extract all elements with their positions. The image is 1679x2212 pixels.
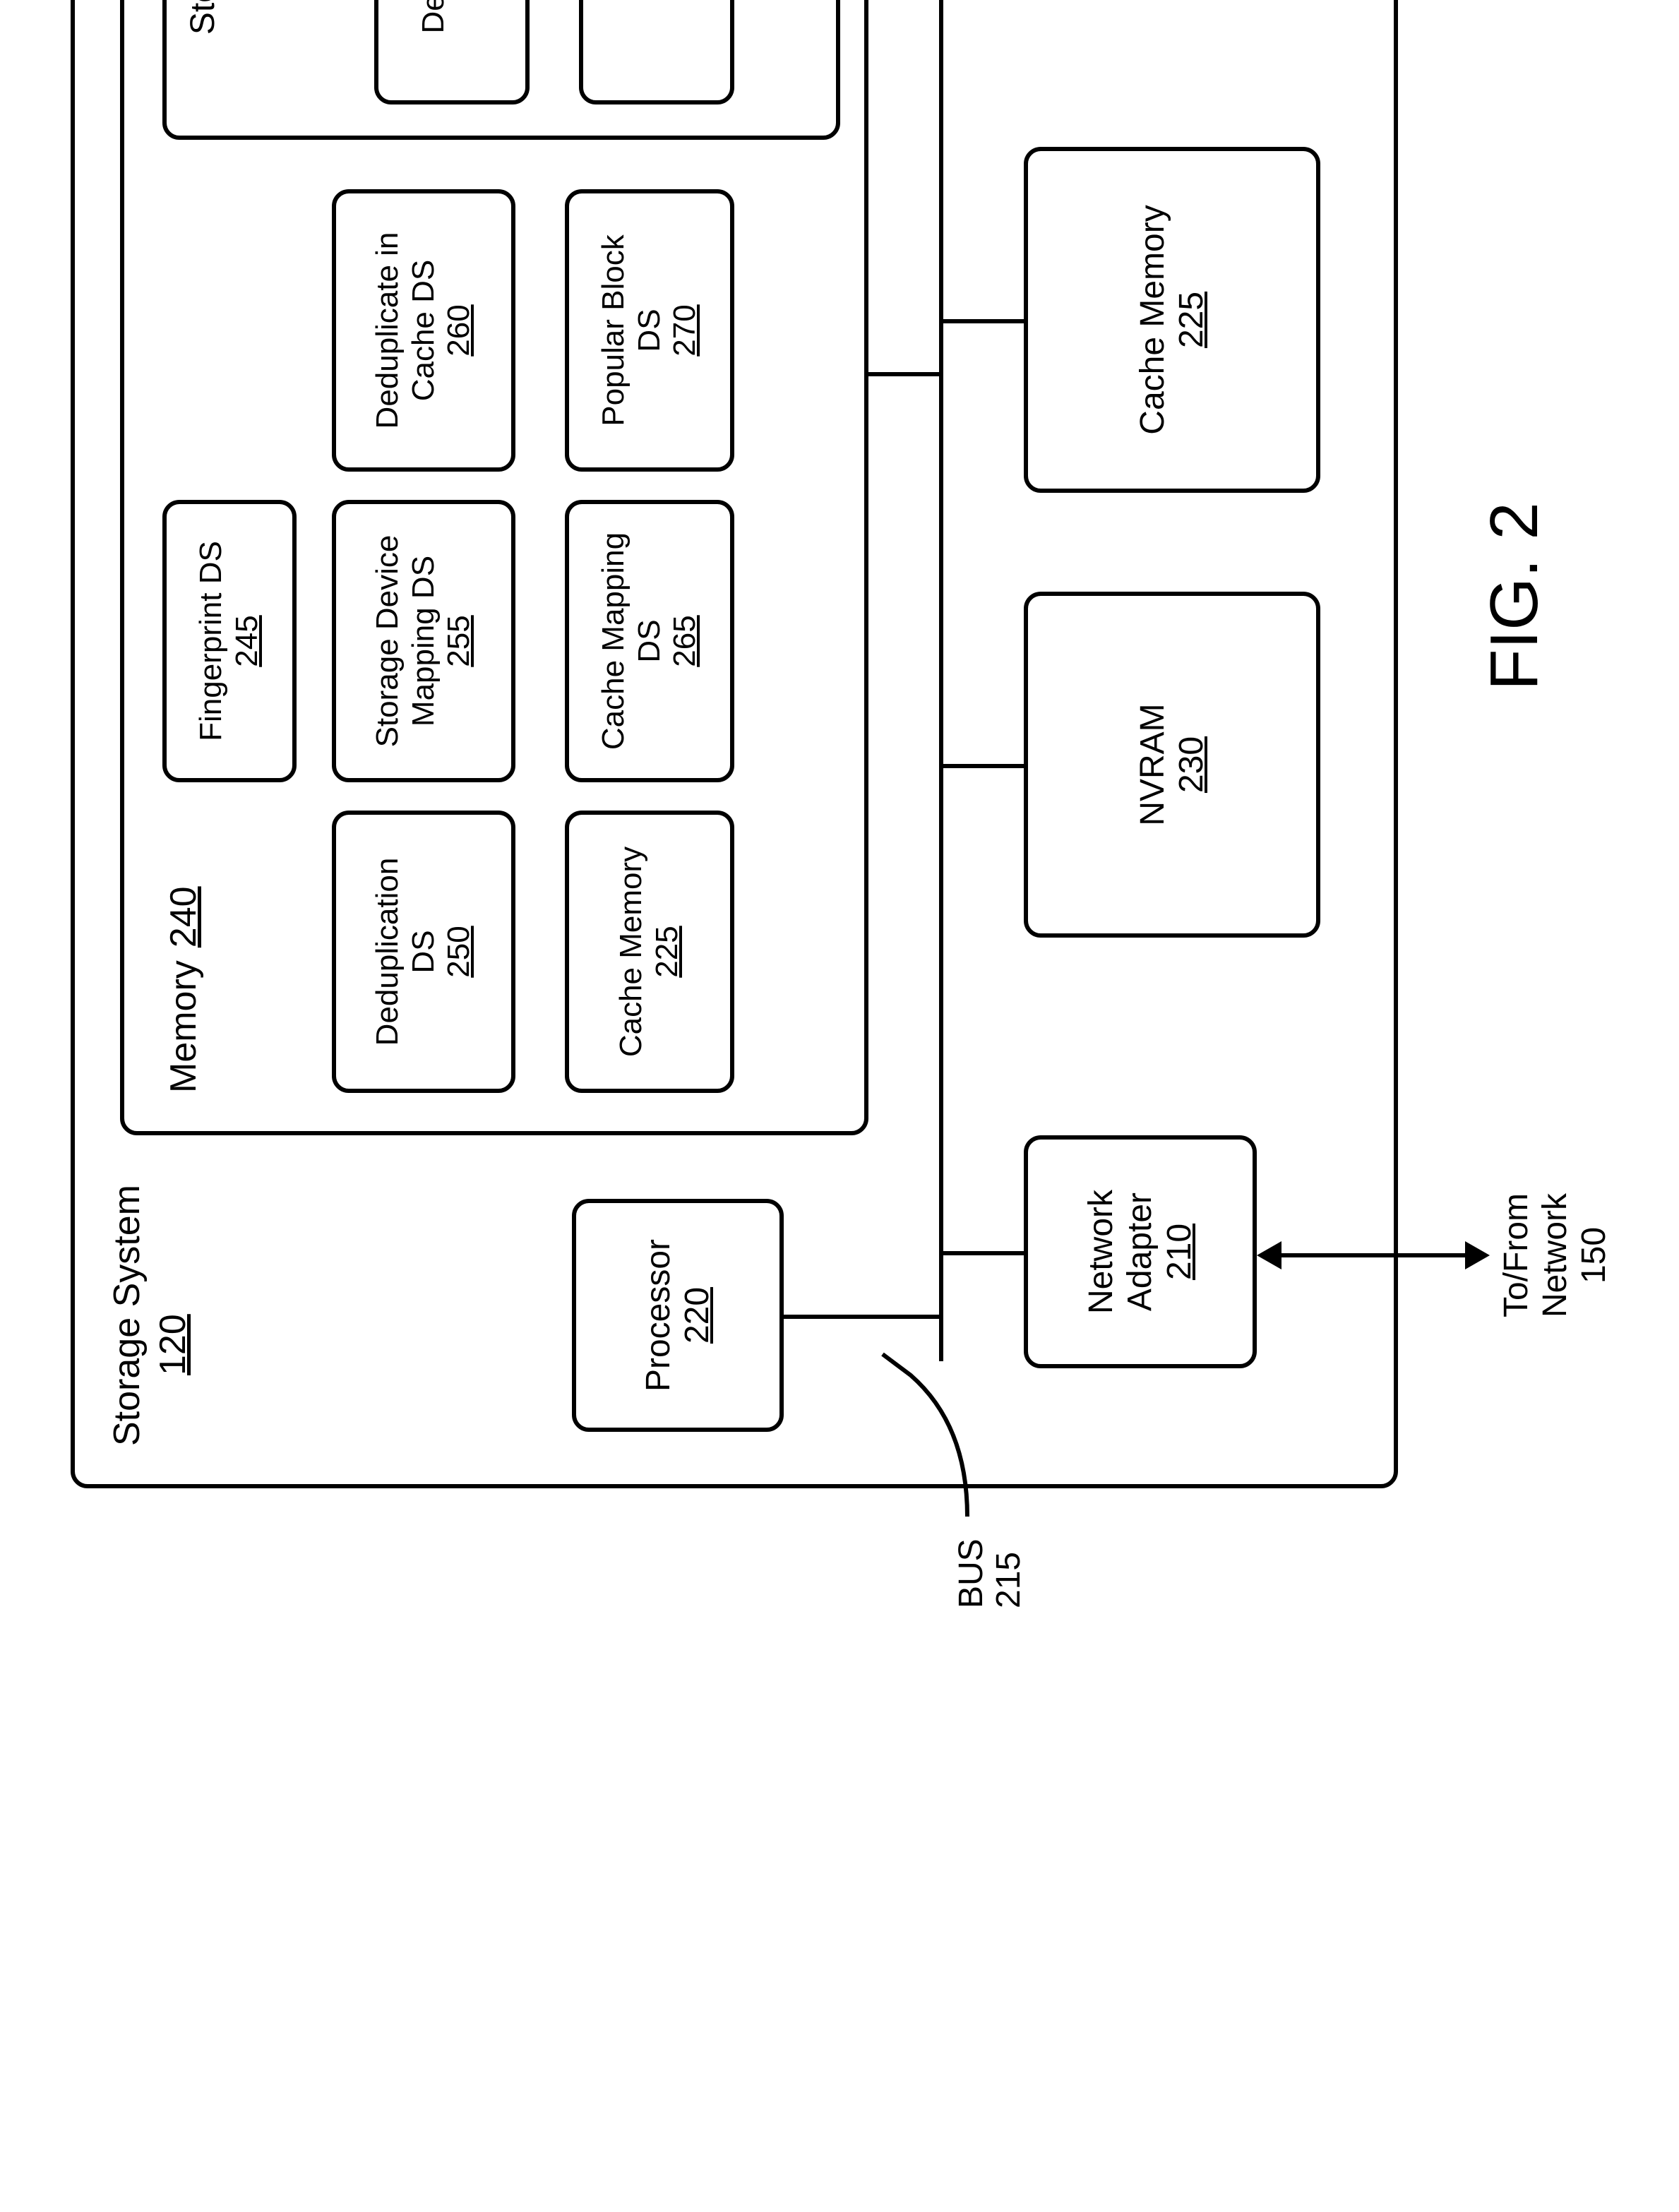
sos-label: Storage OperatingSystem xyxy=(184,0,261,35)
storage-system-label: Storage System xyxy=(106,1185,148,1446)
bus-horizontal xyxy=(939,0,943,1361)
bus-label-text: BUS xyxy=(953,1538,991,1608)
figure-label: FIG. 2 xyxy=(1476,502,1553,690)
network-adapter-label: NetworkAdapter xyxy=(1082,1190,1159,1314)
nvram-label: NVRAM xyxy=(1133,703,1172,825)
network-adapter-num: 210 xyxy=(1160,1224,1199,1280)
ext-storage: To/From Storage Devices 125 xyxy=(1497,0,1614,41)
ext-storage-l2: Storage Devices xyxy=(1536,0,1575,41)
bus-v-nvram xyxy=(939,764,1024,768)
cache-memory-inner-box: Cache Memory 225 xyxy=(565,811,734,1093)
cache-layer-box: Caching Layer 280 xyxy=(579,0,734,104)
cache-memory-label: Cache Memory xyxy=(1133,205,1172,434)
net-arrow xyxy=(1257,1234,1490,1277)
network-adapter-box: NetworkAdapter 210 xyxy=(1024,1135,1257,1368)
dedup-cache-num: 260 xyxy=(441,304,477,356)
storage-system-title: Storage System xyxy=(106,1185,148,1446)
processor-label: Processor xyxy=(639,1239,678,1392)
dedup-ds-label: DeduplicationDS xyxy=(370,858,441,1046)
dedup-cache-label: Deduplicate inCache DS xyxy=(370,232,441,429)
cache-memory-inner-num: 225 xyxy=(650,926,686,977)
cache-mapping-box: Cache MappingDS 265 xyxy=(565,500,734,782)
ext-storage-l1: To/From xyxy=(1497,0,1536,41)
bus-v-processor xyxy=(784,1315,939,1319)
storage-system-num: 120 xyxy=(152,1314,194,1375)
popular-block-num: 270 xyxy=(667,304,703,356)
sos-title: Storage OperatingSystem 300 xyxy=(184,0,301,140)
cache-memory-box: Cache Memory 225 xyxy=(1024,147,1320,493)
dedup-layer-label: Deduplication Layer xyxy=(416,0,452,33)
fingerprint-ds-box: Fingerprint DS 245 xyxy=(162,500,297,782)
popular-block-box: Popular BlockDS 270 xyxy=(565,189,734,472)
ext-network: To/From Network 150 xyxy=(1497,1114,1614,1397)
bus-v-memory xyxy=(868,372,939,376)
sd-mapping-num: 255 xyxy=(441,615,477,666)
processor-box: Processor 220 xyxy=(572,1199,784,1432)
bus-label-num: 215 xyxy=(991,1538,1028,1608)
processor-num: 220 xyxy=(678,1287,717,1344)
diagram-root: Storage System 120 Memory 240 Fingerprin… xyxy=(0,0,1679,1679)
cache-memory-inner-label: Cache Memory xyxy=(614,847,650,1057)
sd-mapping-box: Storage DeviceMapping DS 255 xyxy=(332,500,515,782)
bus-label: BUS 215 xyxy=(953,1538,1028,1608)
bus-leader xyxy=(883,1333,996,1517)
dedup-ds-num: 250 xyxy=(441,926,477,977)
sd-mapping-label: Storage DeviceMapping DS xyxy=(370,535,441,748)
nvram-box: NVRAM 230 xyxy=(1024,592,1320,938)
ext-network-num: 150 xyxy=(1575,1114,1613,1397)
cache-mapping-num: 265 xyxy=(667,615,703,666)
fingerprint-ds-label: Fingerprint DS xyxy=(193,541,229,741)
popular-block-label: Popular BlockDS xyxy=(596,234,667,426)
bus-v-cachemem xyxy=(939,319,1024,323)
memory-num: 240 xyxy=(162,886,205,947)
dedup-ds-box: DeduplicationDS 250 xyxy=(332,811,515,1093)
memory-title: Memory 240 xyxy=(162,886,205,1093)
ext-storage-num: 125 xyxy=(1575,0,1613,41)
ext-network-l1: To/From xyxy=(1497,1114,1536,1397)
ext-network-l2: Network xyxy=(1536,1114,1575,1397)
dedup-layer-box: Deduplication Layer 275 xyxy=(374,0,530,104)
cache-memory-num: 225 xyxy=(1172,292,1211,348)
storage-system-num-row: 120 xyxy=(152,1314,194,1375)
bus-v-net xyxy=(939,1251,1024,1255)
memory-label: Memory xyxy=(162,960,205,1093)
fingerprint-ds-num: 245 xyxy=(229,615,265,666)
nvram-num: 230 xyxy=(1172,736,1211,793)
dedup-cache-box: Deduplicate inCache DS 260 xyxy=(332,189,515,472)
cache-mapping-label: Cache MappingDS xyxy=(596,532,667,750)
